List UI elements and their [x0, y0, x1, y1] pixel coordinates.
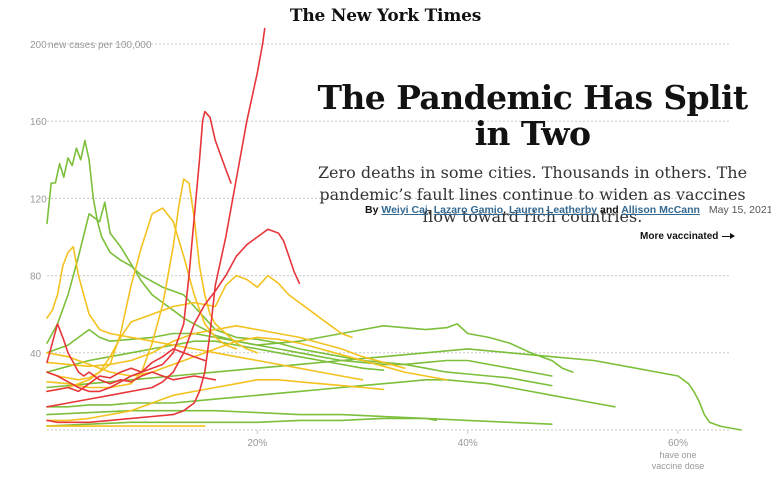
- byline-prefix: By: [365, 204, 379, 216]
- y-tick-label: 160: [30, 117, 47, 128]
- headline: The Pandemic Has Split in Two: [317, 78, 748, 153]
- title-block: The Pandemic Has Split in Two Zero death…: [300, 80, 765, 228]
- y-tick-label: 80: [30, 272, 42, 283]
- right-arrow-icon: [722, 233, 736, 238]
- byline-and: and: [600, 204, 619, 216]
- masthead-logo[interactable]: The New York Times: [289, 6, 482, 26]
- more-vaccinated-text: More vaccinated: [640, 231, 719, 242]
- series-line-yellow: [46, 274, 353, 381]
- x-tick-label: 20%: [247, 438, 267, 449]
- publish-date: May 15, 2021: [708, 204, 771, 216]
- series-line-yellow: [46, 379, 385, 422]
- series-line-red: [46, 323, 217, 385]
- x-tick-label: 60%: [668, 438, 688, 449]
- x-tick-label: 40%: [458, 438, 478, 449]
- series-line-red: [46, 110, 232, 393]
- series-line-green: [46, 379, 616, 408]
- y-tick-label: 200: [30, 40, 47, 51]
- more-vaccinated-label: More vaccinated: [640, 231, 736, 242]
- series-line-green: [46, 340, 385, 373]
- author-link-1[interactable]: Weiyi Cai: [381, 204, 428, 216]
- y-tick-label: 40: [30, 349, 42, 360]
- series-line-red: [46, 27, 266, 424]
- series-line-green: [46, 139, 553, 387]
- author-link-2[interactable]: Lazaro Gamio: [433, 204, 504, 216]
- series-line-yellow: [46, 325, 406, 369]
- dek: Zero deaths in some cities. Thousands in…: [317, 163, 748, 226]
- series-line-red: [46, 348, 206, 393]
- series-line-red: [46, 228, 301, 408]
- y-tick-label: 120: [30, 194, 47, 205]
- series-line-yellow: [46, 336, 448, 381]
- byline-sep: ,: [427, 204, 431, 216]
- author-link-4[interactable]: Allison McCann: [621, 204, 700, 216]
- series-line-yellow: [46, 245, 364, 381]
- series-line-yellow: [46, 178, 259, 389]
- series-line-green: [46, 348, 742, 431]
- byline-sep: ,: [503, 204, 507, 216]
- series-line-green: [46, 409, 437, 422]
- series-line-green: [46, 417, 553, 427]
- series-line-green: [46, 323, 574, 373]
- y-unit-label: new cases per 100,000: [48, 40, 152, 51]
- author-link-3[interactable]: Lauren Leatherby: [508, 204, 598, 216]
- x-unit-label: have one vaccine dose: [652, 450, 705, 471]
- byline: By Weiyi Cai, Lazaro Gamio, Lauren Leath…: [365, 204, 771, 216]
